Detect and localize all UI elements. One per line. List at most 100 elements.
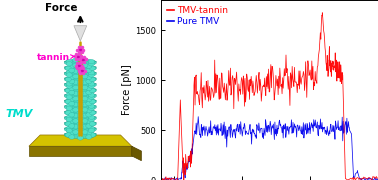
Ellipse shape: [73, 63, 79, 68]
Ellipse shape: [88, 126, 94, 130]
Ellipse shape: [82, 91, 88, 96]
Ellipse shape: [88, 128, 94, 133]
Ellipse shape: [69, 108, 75, 113]
Ellipse shape: [86, 97, 92, 102]
Ellipse shape: [88, 59, 94, 64]
Ellipse shape: [65, 77, 71, 82]
Ellipse shape: [73, 113, 79, 118]
Ellipse shape: [66, 93, 72, 97]
Ellipse shape: [64, 121, 96, 125]
Ellipse shape: [64, 65, 96, 69]
Ellipse shape: [86, 64, 92, 68]
Ellipse shape: [89, 111, 95, 115]
Y-axis label: Force [pN]: Force [pN]: [122, 65, 132, 115]
Ellipse shape: [64, 93, 96, 100]
Ellipse shape: [69, 68, 75, 73]
Ellipse shape: [82, 102, 88, 107]
Ellipse shape: [66, 126, 72, 130]
Ellipse shape: [64, 60, 96, 63]
Ellipse shape: [86, 124, 92, 128]
Ellipse shape: [82, 85, 88, 90]
Ellipse shape: [64, 109, 96, 116]
Ellipse shape: [82, 58, 88, 62]
Ellipse shape: [64, 76, 96, 83]
Ellipse shape: [66, 84, 72, 88]
Ellipse shape: [88, 106, 94, 111]
Ellipse shape: [65, 99, 71, 104]
Ellipse shape: [64, 120, 96, 127]
Ellipse shape: [64, 127, 96, 130]
Ellipse shape: [73, 80, 79, 85]
Ellipse shape: [64, 126, 96, 133]
Ellipse shape: [69, 112, 75, 117]
Ellipse shape: [73, 58, 79, 62]
Ellipse shape: [73, 74, 79, 79]
Ellipse shape: [66, 82, 72, 86]
Ellipse shape: [64, 98, 96, 105]
Ellipse shape: [66, 128, 72, 133]
Ellipse shape: [89, 77, 95, 82]
Ellipse shape: [64, 88, 96, 91]
Ellipse shape: [77, 125, 84, 129]
Ellipse shape: [77, 69, 84, 73]
Ellipse shape: [69, 124, 75, 128]
Ellipse shape: [66, 62, 72, 66]
Ellipse shape: [65, 111, 71, 115]
Text: Force: Force: [45, 3, 77, 13]
Ellipse shape: [86, 112, 92, 117]
Polygon shape: [29, 135, 132, 146]
Ellipse shape: [86, 68, 92, 73]
Ellipse shape: [89, 122, 95, 126]
Ellipse shape: [73, 130, 79, 134]
Ellipse shape: [69, 86, 75, 91]
Legend: TMV-tannin, Pure TMV: TMV-tannin, Pure TMV: [165, 4, 230, 28]
Ellipse shape: [86, 90, 92, 95]
Ellipse shape: [88, 82, 94, 86]
Ellipse shape: [66, 95, 72, 99]
Text: tannin: tannin: [37, 53, 74, 62]
Ellipse shape: [69, 75, 75, 80]
Ellipse shape: [82, 113, 88, 118]
Ellipse shape: [73, 119, 79, 123]
Polygon shape: [132, 146, 141, 161]
Ellipse shape: [69, 101, 75, 106]
Ellipse shape: [77, 63, 84, 68]
Ellipse shape: [65, 122, 71, 126]
Ellipse shape: [77, 96, 84, 101]
Ellipse shape: [66, 104, 72, 108]
Ellipse shape: [82, 63, 88, 68]
Ellipse shape: [64, 115, 96, 122]
Ellipse shape: [77, 102, 84, 107]
Ellipse shape: [64, 65, 96, 72]
Ellipse shape: [64, 131, 96, 139]
Ellipse shape: [66, 117, 72, 122]
Ellipse shape: [89, 66, 95, 71]
Ellipse shape: [89, 133, 95, 137]
Ellipse shape: [86, 79, 92, 84]
Ellipse shape: [73, 108, 79, 112]
Ellipse shape: [64, 76, 96, 80]
Ellipse shape: [69, 97, 75, 102]
Ellipse shape: [66, 106, 72, 111]
Ellipse shape: [64, 104, 96, 108]
Ellipse shape: [82, 80, 88, 85]
Ellipse shape: [73, 85, 79, 90]
Ellipse shape: [82, 74, 88, 79]
Ellipse shape: [64, 82, 96, 86]
Ellipse shape: [66, 73, 72, 77]
Ellipse shape: [73, 125, 79, 129]
Ellipse shape: [65, 88, 71, 93]
Ellipse shape: [86, 135, 92, 139]
Ellipse shape: [89, 99, 95, 104]
Ellipse shape: [64, 93, 96, 97]
Ellipse shape: [66, 115, 72, 120]
Ellipse shape: [77, 119, 84, 123]
Ellipse shape: [64, 103, 96, 111]
Ellipse shape: [65, 66, 71, 71]
Ellipse shape: [86, 101, 92, 106]
Ellipse shape: [77, 85, 84, 90]
Ellipse shape: [64, 132, 96, 136]
Ellipse shape: [69, 135, 75, 139]
Ellipse shape: [88, 95, 94, 99]
Ellipse shape: [88, 84, 94, 88]
